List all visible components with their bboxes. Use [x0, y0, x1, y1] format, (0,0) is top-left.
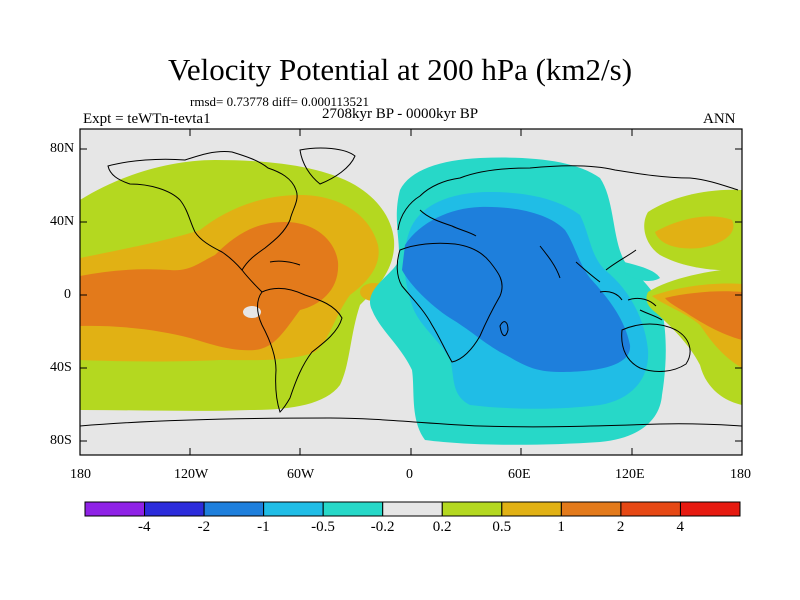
lon-label-0: 0 [406, 467, 413, 482]
colorbar-box [560, 501, 622, 517]
coastline-australia [621, 323, 691, 372]
colorbar-box [84, 501, 146, 517]
season-label: ANN [703, 111, 736, 127]
coastline-maritime-continent [599, 291, 663, 321]
coastline-africa [396, 242, 503, 363]
colorbar-tick-label: 0.2 [432, 519, 452, 535]
contour-pos-0.5-nepacific [655, 216, 734, 249]
lon-label-180w: 180 [70, 467, 91, 482]
coastlines [80, 147, 742, 428]
coastline-eurasia [397, 165, 739, 283]
contour-neg-1-east [402, 206, 631, 372]
lon-label-60e: 60E [508, 467, 531, 482]
colorbar-tick-label: -2 [197, 519, 211, 535]
contour-pos-1-tropical-wpac [665, 291, 742, 340]
coastline-antarctica [80, 417, 742, 428]
lat-label-40n: 40N [50, 214, 75, 229]
lat-label-40s: 40S [50, 360, 72, 375]
coastline-central-america [241, 260, 301, 293]
colorbar-tick-label: 2 [616, 519, 625, 535]
coastline-south-america [257, 287, 343, 413]
contour-neutral-hole [243, 306, 261, 318]
contour-pos-1-west [80, 222, 339, 351]
coastline-greenland [299, 147, 356, 185]
axis-ticks [79, 129, 743, 455]
colorbar-tick-label: -0.2 [370, 519, 395, 535]
colorbar-box [263, 501, 324, 517]
colorbar-box [501, 501, 562, 517]
colorbar-box [203, 501, 265, 517]
experiment-label: Expt = teWTn-tevta1 [83, 111, 211, 127]
colorbar-box [382, 501, 443, 517]
lon-label-60w: 60W [287, 467, 315, 482]
lat-label-80n: 80N [50, 141, 75, 156]
colorbar [84, 501, 741, 517]
contour-neg-0.2-wpac [624, 262, 660, 281]
lon-label-180e: 180 [730, 467, 751, 482]
colorbar-tick-label: -4 [138, 519, 151, 535]
map-title: Velocity Potential at 200 hPa (km2/s) [167, 52, 633, 87]
colorbar-tick-label: -1 [257, 519, 270, 535]
colorbar-box [144, 501, 205, 517]
lat-label-0: 0 [64, 287, 71, 302]
lon-label-120w: 120W [174, 467, 209, 482]
colorbar-box [620, 501, 681, 517]
colorbar-box [679, 501, 741, 517]
colorbar-tick-label: 0.5 [492, 519, 512, 535]
colorbar-box [441, 501, 503, 517]
lon-label-120e: 120E [615, 467, 645, 482]
coastline-madagascar [499, 321, 509, 336]
colorbar-tick-label: 4 [676, 519, 684, 535]
colorbar-box [322, 501, 384, 517]
period-label: 2708kyr BP - 0000kyr BP [322, 106, 479, 122]
lat-label-80s: 80S [50, 433, 72, 448]
colorbar-tick-label: 1 [557, 519, 565, 535]
coastline-north-america [107, 151, 298, 271]
stats-label: rmsd= 0.73778 diff= 0.000113521 [190, 94, 369, 109]
colorbar-tick-label: -0.5 [311, 519, 335, 535]
